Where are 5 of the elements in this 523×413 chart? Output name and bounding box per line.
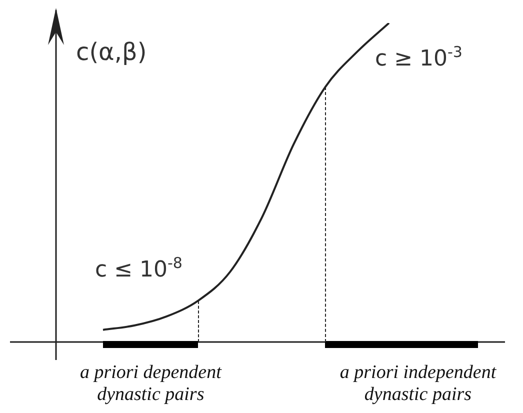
y-axis-title: c(α,β) <box>76 38 147 66</box>
text: a priori dependent dynastic pairs <box>78 362 223 406</box>
annotation: c ≥ 10$^{-3}$ <box>375 43 462 72</box>
text: a priori independent dynastic pairs <box>338 362 498 406</box>
annotation: c ≤ 10$^{-8}$ <box>95 254 182 282</box>
